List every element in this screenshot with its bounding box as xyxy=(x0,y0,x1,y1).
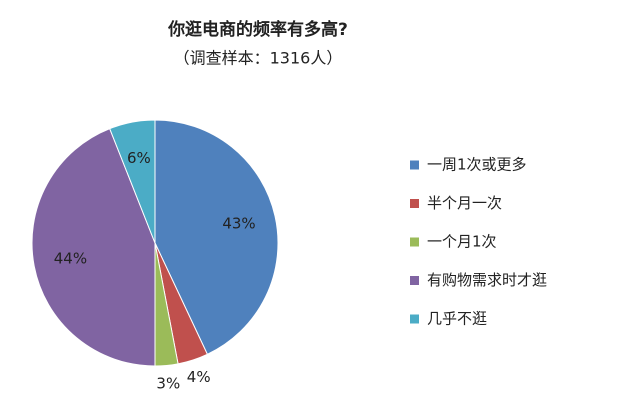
chart-subtitle: （调查样本：1316人） xyxy=(174,49,343,68)
legend-swatch xyxy=(410,160,419,170)
legend-label: 一个月1次 xyxy=(427,233,497,251)
legend-label: 有购物需求时才逛 xyxy=(427,271,547,289)
legend-label: 半个月一次 xyxy=(427,194,502,212)
legend-swatch xyxy=(410,276,419,285)
legend-swatch xyxy=(410,237,419,247)
data-label: 3% xyxy=(156,374,180,392)
legend-swatch xyxy=(410,199,419,208)
data-label: 43% xyxy=(222,215,255,233)
pie-slice xyxy=(109,119,156,244)
pie-slice xyxy=(31,127,156,367)
data-label: 6% xyxy=(127,149,151,167)
chart-title: 你逛电商的频率有多高? xyxy=(167,19,348,40)
legend-swatch xyxy=(410,314,419,324)
legend-label: 几乎不逛 xyxy=(427,310,487,328)
data-label: 4% xyxy=(187,368,211,386)
data-label: 44% xyxy=(54,250,87,268)
legend-label: 一周1次或更多 xyxy=(427,156,527,174)
pie-slice xyxy=(154,119,279,355)
